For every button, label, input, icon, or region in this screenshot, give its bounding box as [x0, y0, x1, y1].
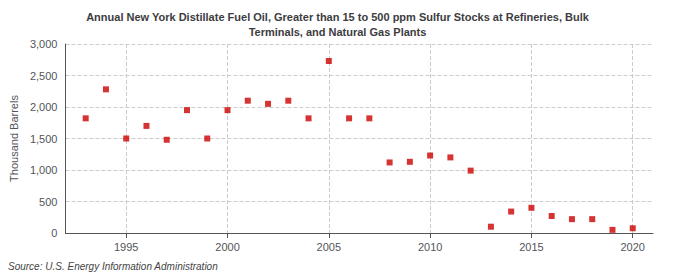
svg-text:Thousand Barrels: Thousand Barrels — [8, 95, 20, 182]
svg-text:2010: 2010 — [418, 241, 442, 253]
svg-text:2000: 2000 — [215, 241, 239, 253]
svg-text:2,000: 2,000 — [30, 101, 58, 113]
svg-text:3,000: 3,000 — [30, 38, 58, 50]
svg-text:Terminals, and Natural Gas Pla: Terminals, and Natural Gas Plants — [249, 26, 427, 38]
svg-text:2,500: 2,500 — [30, 70, 58, 82]
svg-text:2005: 2005 — [317, 241, 341, 253]
svg-text:1,000: 1,000 — [30, 164, 58, 176]
svg-text:1995: 1995 — [114, 241, 138, 253]
svg-text:0: 0 — [51, 227, 57, 239]
svg-text:Annual New York Distillate Fue: Annual New York Distillate Fuel Oil, Gre… — [86, 11, 590, 23]
svg-text:Source: U.S. Energy Informatio: Source: U.S. Energy Information Administ… — [8, 261, 218, 272]
svg-text:500: 500 — [39, 196, 57, 208]
svg-text:1,500: 1,500 — [30, 133, 58, 145]
svg-text:2020: 2020 — [620, 241, 644, 253]
svg-text:2015: 2015 — [519, 241, 543, 253]
